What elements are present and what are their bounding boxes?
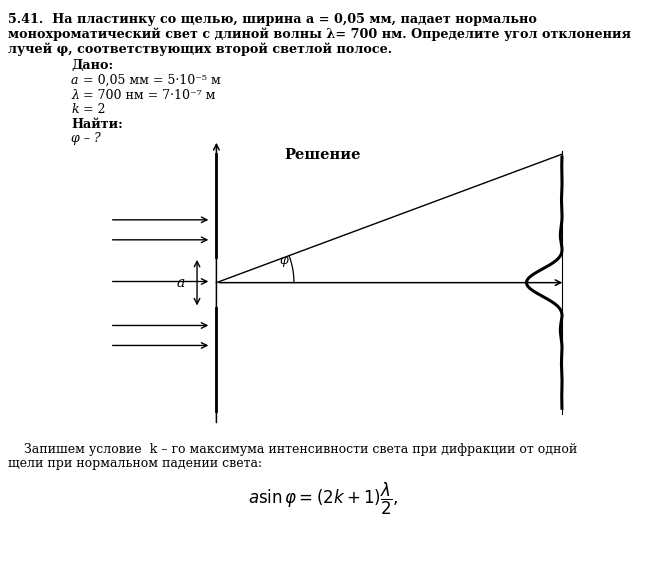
Text: φ – ?: φ – ?	[71, 132, 101, 146]
Text: λ: λ	[71, 89, 79, 102]
Text: $a\sin\varphi = (2k+1)\dfrac{\lambda}{2},$: $a\sin\varphi = (2k+1)\dfrac{\lambda}{2}…	[247, 481, 399, 517]
Text: = 2: = 2	[83, 103, 105, 116]
Text: Запишем условие  k – го максимума интенсивности света при дифракции от одной: Запишем условие k – го максимума интенси…	[8, 443, 577, 456]
Text: Решение: Решение	[285, 148, 361, 163]
Text: лучей φ, соответствующих второй светлой полосе.: лучей φ, соответствующих второй светлой …	[8, 42, 392, 56]
Text: 5.41.  На пластинку со щелью, ширина а = 0,05 мм, падает нормально: 5.41. На пластинку со щелью, ширина а = …	[8, 13, 537, 26]
Text: монохроматический свет с длиной волны λ= 700 нм. Определите угол отклонения: монохроматический свет с длиной волны λ=…	[8, 27, 630, 41]
Text: Найти:: Найти:	[71, 118, 123, 131]
Text: a: a	[71, 74, 79, 87]
Text: a: a	[177, 276, 185, 289]
Text: φ: φ	[280, 255, 289, 267]
Text: = 0,05 мм = 5·10⁻⁵ м: = 0,05 мм = 5·10⁻⁵ м	[83, 74, 220, 87]
Text: Дано:: Дано:	[71, 59, 113, 72]
Text: щели при нормальном падении света:: щели при нормальном падении света:	[8, 457, 262, 470]
Text: k: k	[71, 103, 79, 116]
Text: = 700 нм = 7·10⁻⁷ м: = 700 нм = 7·10⁻⁷ м	[83, 89, 215, 102]
